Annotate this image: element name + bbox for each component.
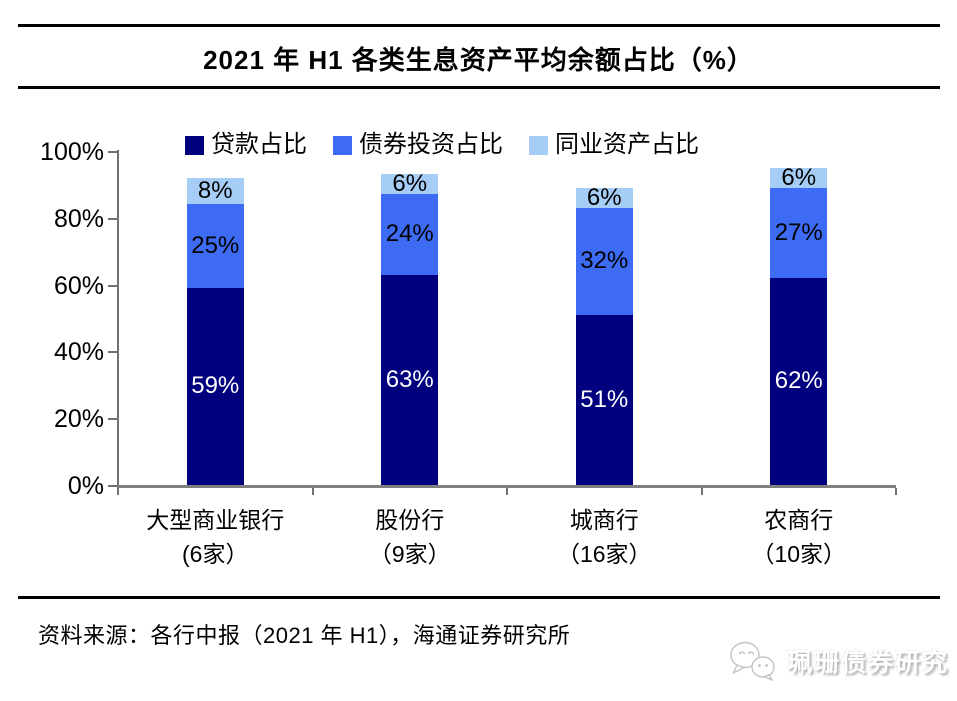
chart-title: 2021 年 H1 各类生息资产平均余额占比（%） bbox=[203, 45, 754, 75]
bar-segment-value-label: 24% bbox=[385, 220, 434, 248]
y-axis-tick-mark bbox=[108, 418, 118, 421]
y-axis-tick-label: 20% bbox=[53, 405, 104, 434]
bar-segment-value-label: 6% bbox=[392, 170, 428, 198]
bar-segment: 24% bbox=[381, 194, 439, 275]
bar-segment: 59% bbox=[186, 287, 244, 485]
bar-segment: 25% bbox=[186, 204, 244, 288]
bar-stack: 51% 32% 6% bbox=[575, 0, 633, 486]
legend-label: 贷款占比 bbox=[211, 131, 307, 158]
bar-segment-value-label: 27% bbox=[774, 218, 823, 246]
chart-legend: 贷款占比 债券投资占比 同业资产占比 bbox=[185, 131, 699, 158]
y-axis-tick-label: 0% bbox=[67, 472, 104, 500]
watermark: 珮珊债券研究 bbox=[728, 638, 949, 684]
category-count: （10家） bbox=[751, 541, 847, 567]
category-name: 城商行 bbox=[569, 507, 639, 533]
category-name: 农商行 bbox=[764, 507, 834, 533]
category-label: 农商行 （10家） bbox=[689, 503, 909, 571]
bar-segment-value-label: 6% bbox=[781, 163, 817, 191]
category-name: 大型商业银行 bbox=[146, 507, 285, 533]
bar-segment-value-label: 6% bbox=[586, 183, 622, 211]
legend-label: 同业资产占比 bbox=[555, 131, 699, 158]
category-label: 城商行 （16家） bbox=[494, 503, 714, 571]
title-bottom-divider bbox=[18, 86, 940, 89]
x-axis-tick-mark bbox=[117, 488, 119, 495]
legend-item: 同业资产占比 bbox=[529, 131, 699, 158]
legend-swatch-icon bbox=[333, 135, 352, 155]
bar-segment-value-label: 59% bbox=[191, 372, 240, 400]
bar-segment-value-label: 63% bbox=[385, 365, 434, 393]
x-axis-tick-mark bbox=[506, 488, 508, 495]
bar-segment: 6% bbox=[575, 183, 633, 211]
bar-segment: 27% bbox=[770, 187, 828, 278]
legend-item: 贷款占比 bbox=[185, 131, 307, 158]
legend-swatch-icon bbox=[529, 135, 548, 155]
x-axis-tick-mark bbox=[700, 488, 703, 495]
bar-segment: 6% bbox=[770, 163, 828, 191]
bar-segment: 32% bbox=[575, 207, 633, 315]
y-axis-tick-mark bbox=[108, 151, 118, 153]
wechat-bubbles-icon bbox=[730, 641, 775, 682]
bar-segment-value-label: 62% bbox=[774, 367, 823, 395]
category-label: 股份行 （9家） bbox=[300, 503, 520, 571]
bar-segment: 51% bbox=[575, 314, 633, 485]
y-axis-line bbox=[117, 150, 119, 488]
bottom-divider bbox=[18, 596, 940, 599]
category-count: （9家） bbox=[368, 541, 451, 567]
x-axis-tick-mark bbox=[895, 488, 897, 495]
bar-stack: 59% 25% 8% bbox=[186, 0, 244, 486]
watermark-brand-text: 珮珊债券研究 bbox=[787, 649, 950, 677]
category-count: (6家） bbox=[182, 541, 249, 567]
top-divider bbox=[18, 24, 940, 27]
bar-stack: 62% 27% 6% bbox=[770, 0, 828, 486]
legend-swatch-icon bbox=[185, 135, 204, 155]
category-name: 股份行 bbox=[375, 507, 445, 533]
y-axis-tick-label: 40% bbox=[53, 338, 104, 367]
y-axis-tick-mark bbox=[108, 217, 118, 220]
bar-segment: 63% bbox=[381, 274, 439, 485]
y-axis-tick-label: 60% bbox=[53, 271, 104, 300]
bar-segment-value-label: 8% bbox=[197, 177, 233, 205]
bar-segment-value-label: 32% bbox=[580, 247, 629, 275]
y-axis-tick-mark bbox=[108, 485, 118, 487]
bar-segment: 8% bbox=[186, 177, 244, 205]
bar-segment: 62% bbox=[770, 277, 828, 485]
category-label: 大型商业银行 (6家） bbox=[105, 503, 325, 571]
legend-item: 债券投资占比 bbox=[333, 131, 503, 158]
y-axis-tick-label: 100% bbox=[40, 138, 104, 166]
x-axis-line bbox=[118, 485, 896, 488]
legend-label: 债券投资占比 bbox=[359, 131, 503, 158]
category-count: （16家） bbox=[556, 541, 652, 567]
x-axis-tick-mark bbox=[311, 488, 314, 495]
bar-segment-value-label: 51% bbox=[580, 385, 629, 413]
y-axis-tick-mark bbox=[108, 351, 118, 354]
bar-segment: 6% bbox=[381, 170, 439, 198]
y-axis-tick-label: 80% bbox=[53, 204, 104, 233]
bar-segment-value-label: 25% bbox=[191, 232, 240, 260]
y-axis-tick-mark bbox=[108, 284, 118, 287]
bar-stack: 63% 24% 6% bbox=[381, 0, 439, 486]
source-note: 资料来源：各行中报（2021 年 H1），海通证券研究所 bbox=[38, 623, 571, 648]
